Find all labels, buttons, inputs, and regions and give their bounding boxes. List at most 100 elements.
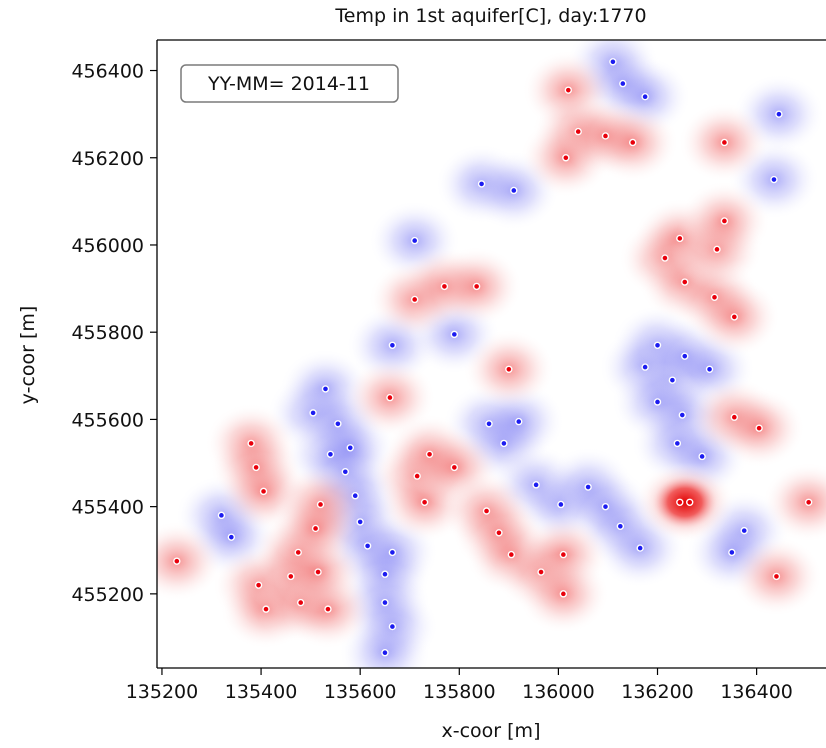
y-axis-label: y-coor [m]: [17, 306, 39, 405]
warm-well-34: [676, 234, 684, 243]
y-tick-label-5: 456200: [71, 148, 144, 170]
cold-well-3: [321, 385, 330, 393]
x-tick-label-6: 136400: [720, 681, 793, 703]
cold-well-14: [388, 622, 397, 631]
warm-well-13: [386, 393, 394, 402]
x-tick-label-2: 135600: [324, 681, 397, 703]
cold-well-30: [609, 58, 617, 66]
warm-well-28: [564, 86, 573, 94]
warm-well-45: [676, 498, 684, 506]
warm-plume-44: [762, 462, 826, 543]
cold-well-21: [515, 417, 523, 426]
cold-well-23: [557, 500, 565, 509]
warm-well-15: [420, 498, 429, 506]
warm-well-25: [537, 568, 545, 576]
warm-well-4: [254, 581, 263, 589]
warm-well-10: [314, 568, 322, 576]
warm-well-12: [311, 524, 320, 533]
cold-well-15: [381, 649, 389, 657]
warm-well-14: [413, 472, 421, 480]
x-tick-label-0: 135200: [126, 681, 199, 703]
cold-well-9: [356, 518, 364, 526]
warm-well-9: [324, 605, 332, 613]
y-tick-label-4: 456000: [71, 235, 144, 257]
cold-well-26: [616, 522, 625, 530]
cold-well-25: [601, 502, 610, 511]
warm-well-20: [472, 282, 481, 291]
warm-well-5: [262, 605, 270, 613]
cold-well-11: [388, 548, 397, 557]
warm-well-22: [495, 529, 503, 537]
cold-well-29: [510, 186, 518, 195]
warm-well-35: [681, 278, 689, 286]
cold-well-16: [388, 341, 397, 349]
y-tick-label-1: 455400: [71, 497, 144, 519]
y-axis-ticks: 455200 455400 455600 455800 456000 456200 4564…: [71, 61, 157, 606]
y-tick-label-3: 455800: [71, 322, 144, 344]
warm-well-29: [574, 127, 582, 136]
warm-well-44: [804, 498, 813, 506]
warm-well-37: [713, 245, 721, 254]
cold-well-35: [668, 376, 677, 384]
warm-well-18: [410, 295, 419, 304]
cold-well-4: [326, 450, 335, 459]
cold-well-42: [740, 526, 748, 535]
well-markers: [173, 58, 813, 657]
x-tick-label-3: 135800: [423, 681, 496, 703]
cold-well-28: [477, 180, 486, 188]
cold-well-40: [673, 439, 682, 448]
warm-well-27: [559, 590, 568, 598]
warm-well-7: [294, 548, 302, 557]
warm-well-17: [450, 463, 459, 472]
chart-title: Temp in 1st aquifer[C], day:1770: [334, 5, 646, 27]
cold-well-10: [363, 542, 372, 550]
cold-well-18: [450, 330, 459, 339]
cold-well-1: [227, 533, 236, 541]
x-axis-ticks: 135200 135400 135600 135800 136000 136200 1364…: [126, 668, 793, 703]
warm-well-1: [247, 439, 255, 448]
x-tick-label-1: 135400: [225, 681, 298, 703]
warm-well-36: [710, 293, 719, 302]
cold-well-43: [728, 548, 736, 557]
cold-well-13: [381, 598, 389, 607]
cold-well-8: [351, 492, 359, 500]
x-axis-label: x-coor [m]: [442, 720, 541, 742]
cold-well-20: [500, 439, 508, 448]
warm-well-19: [440, 282, 449, 291]
warm-well-6: [287, 572, 295, 581]
cold-well-44: [775, 110, 783, 118]
warm-plume-0: [157, 521, 223, 602]
warm-well-0: [173, 557, 181, 565]
cold-well-17: [410, 236, 419, 245]
warm-well-21: [482, 507, 491, 515]
y-tick-label-2: 455600: [71, 409, 144, 431]
cold-well-32: [641, 92, 649, 101]
warm-well-38: [720, 217, 729, 225]
cold-well-6: [341, 468, 350, 476]
warm-well-33: [661, 254, 669, 262]
cold-well-19: [485, 420, 493, 428]
cold-well-12: [381, 570, 389, 578]
cold-well-0: [217, 511, 226, 520]
warm-well-32: [629, 138, 637, 147]
y-tick-label-6: 456400: [71, 61, 144, 83]
x-tick-label-4: 136000: [522, 681, 595, 703]
cold-well-2: [309, 409, 317, 417]
cold-well-36: [681, 352, 689, 360]
cold-well-7: [346, 444, 354, 452]
warm-well-46: [686, 498, 694, 506]
x-tick-label-5: 136200: [621, 681, 694, 703]
warm-well-24: [505, 365, 513, 373]
date-stamp-box: [180, 64, 399, 103]
cold-well-45: [770, 175, 778, 184]
cold-well-37: [705, 365, 714, 373]
cold-well-22: [532, 481, 540, 489]
date-stamp: YY-MM= 2014-11: [180, 64, 399, 103]
cold-well-39: [678, 411, 686, 419]
y-tick-label-0: 455200: [71, 584, 144, 606]
warm-well-2: [252, 463, 260, 472]
cold-well-38: [653, 398, 662, 406]
cold-well-24: [584, 483, 592, 491]
warm-well-30: [562, 154, 570, 162]
